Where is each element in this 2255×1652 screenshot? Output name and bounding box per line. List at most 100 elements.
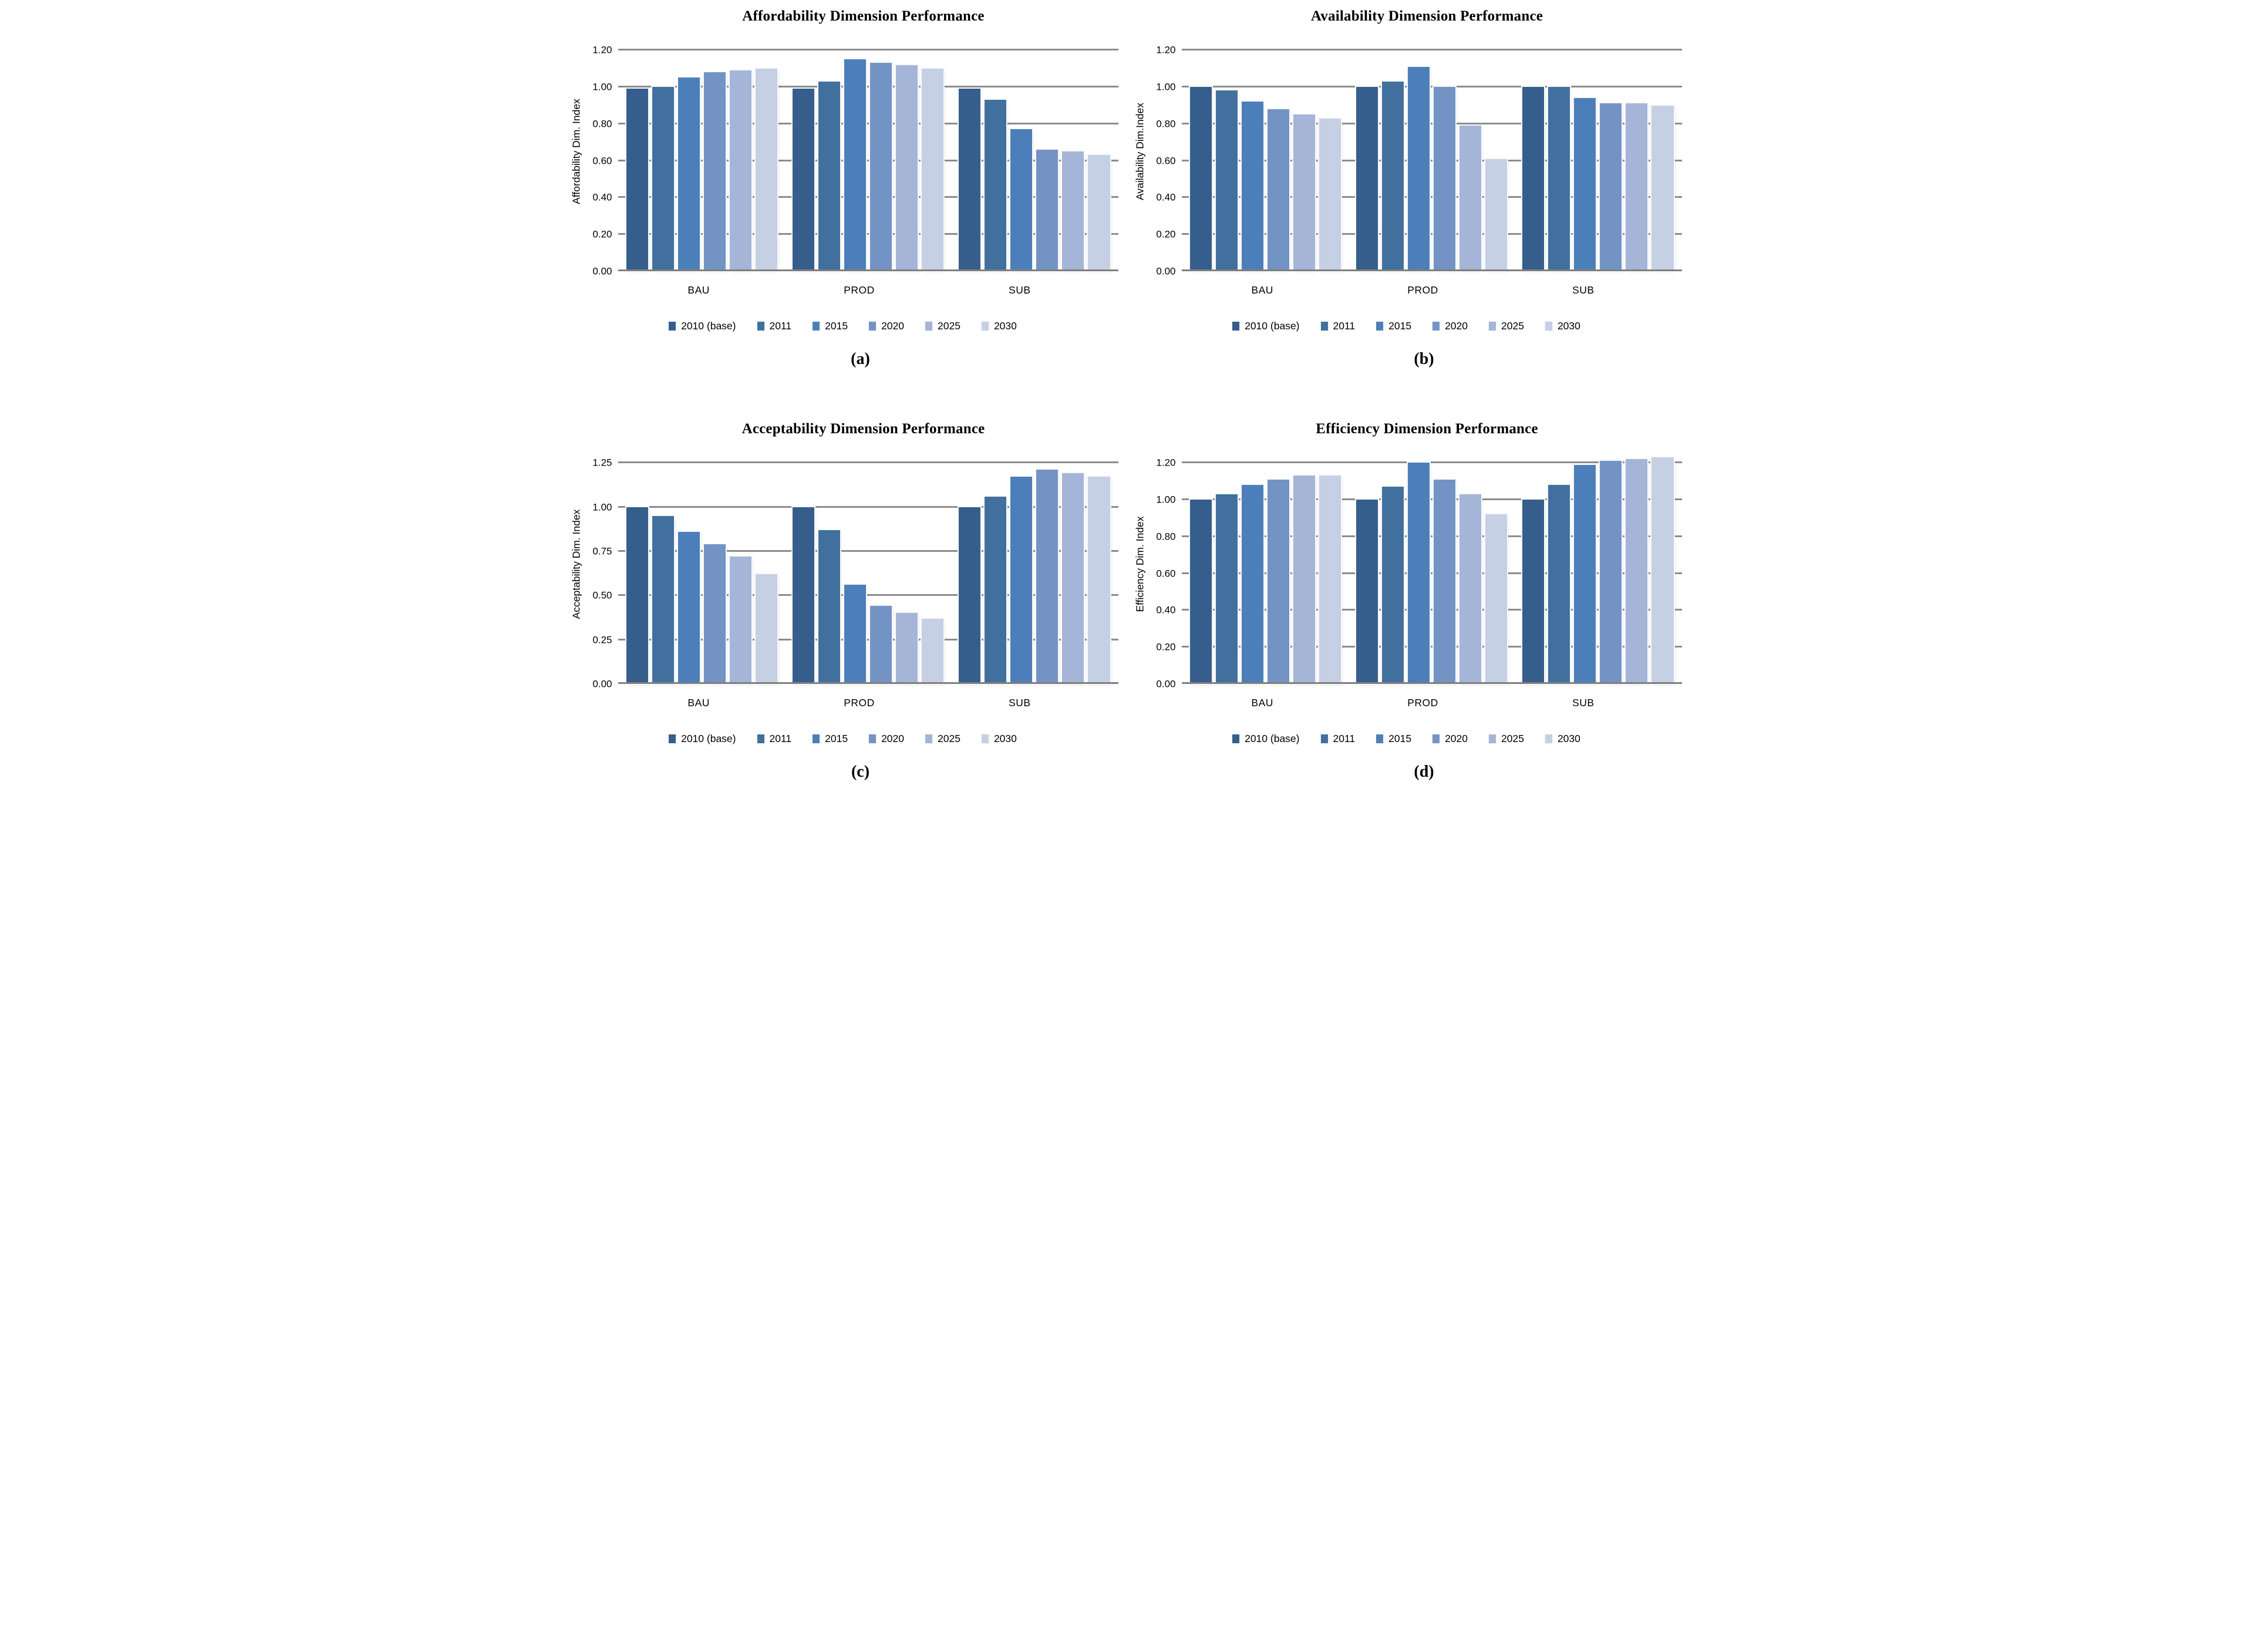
bar [652,87,674,271]
legend-label: 2030 [993,320,1017,332]
gridline [618,638,1118,640]
caption: (a) [851,350,870,368]
x-axis-label: BAU [687,284,710,296]
y-axis-label: Availability Dim.Index [1134,103,1145,200]
legend-swatch-icon [1232,734,1240,743]
gridline [618,86,1118,88]
bar [818,81,840,271]
bar-groups [618,444,1118,684]
legend-item: 2011 [1320,733,1356,745]
x-axis-label: PROD [844,697,875,709]
legend-swatch-icon [925,322,933,331]
bar [818,530,840,684]
gridline [618,505,1118,508]
y-tick-label: 1.25 [592,457,612,468]
legend-label: 2015 [825,320,848,332]
legend-item: 2025 [925,733,960,745]
figure-grid: Affordability Dimension Performance Affo… [564,0,1691,826]
x-axis-label: PROD [1407,284,1438,296]
chart-availability: Availability Dimension Performance Avail… [1128,0,1691,413]
gridline [618,461,1118,464]
legend-label: 2011 [1333,320,1356,332]
y-tick-label: 0.50 [592,589,612,601]
bar [1651,457,1674,684]
bar [1434,479,1456,684]
bar-group-sub [959,32,1110,271]
legend-label: 2025 [938,733,960,744]
y-tick-label: 0.60 [592,155,612,167]
bar [959,89,981,271]
bar-group-bau [626,444,777,684]
y-tick-label: 0.80 [1156,118,1176,130]
bar [922,68,944,271]
bar-groups [618,32,1118,271]
bar-group-bau [1189,444,1341,684]
legend: 2010 (base) 2011 2015 2020 2025 2030 [1131,320,1682,332]
chart-acceptability: Acceptability Dimension Performance Acce… [564,413,1128,826]
gridline [618,159,1118,161]
legend-label: 2010 (base) [1245,733,1300,744]
bar [1215,90,1238,271]
chart-title: Acceptability Dimension Performance [741,421,985,437]
y-tick-label: 1.00 [1156,494,1176,505]
bar [1267,479,1289,684]
bar [755,68,777,271]
caption: (b) [1414,350,1434,368]
legend-item: 2020 [869,733,904,745]
bar [1485,159,1508,271]
legend-item: 2030 [981,320,1017,332]
legend-label: 2015 [825,733,848,744]
bar [1522,87,1545,271]
legend-swatch-icon [981,734,989,743]
bar [844,59,867,271]
legend-label: 2015 [1388,320,1412,332]
bar [1319,118,1341,271]
bar [1356,500,1378,684]
y-axis-ticks: 1.20 1.00 0.80 0.60 0.40 0.20 0.00 [1149,32,1182,277]
bar [1267,109,1289,271]
gridline [1181,609,1682,611]
x-axis-label: BAU [1251,697,1273,709]
y-tick-label: 0.00 [592,678,612,690]
gridline [618,196,1118,198]
bar [1293,114,1315,271]
legend-item: 2030 [1545,320,1580,332]
y-tick-label: 0.20 [1156,641,1176,653]
bar [896,65,918,271]
bar [1574,98,1596,271]
legend-item: 2010 (base) [669,320,736,332]
bar [1088,477,1110,684]
legend-label: 2030 [1557,733,1580,744]
bar [1241,485,1263,684]
legend-swatch-icon [669,322,676,331]
y-tick-label: 1.00 [592,501,612,513]
gridline [618,233,1118,235]
legend-swatch-icon [1376,734,1384,743]
bar [1522,500,1545,684]
bar-group-sub [1522,444,1674,684]
bar [1189,500,1212,684]
x-axis-label: PROD [844,284,875,296]
legend-swatch-icon [1320,734,1328,743]
x-axis-label: BAU [1251,284,1273,296]
y-tick-label: 0.25 [592,634,612,646]
legend-item: 2025 [925,320,960,332]
legend-swatch-icon [981,322,989,331]
gridline [1181,49,1682,51]
legend-item: 2010 (base) [1232,733,1300,745]
caption: (c) [851,763,870,781]
y-axis-ticks: 1.25 1.00 0.75 0.50 0.25 0.00 [585,444,618,689]
bar [1459,126,1482,271]
x-axis-label: SUB [1009,284,1031,296]
x-axis-label: SUB [1572,284,1595,296]
gridline [1181,646,1682,648]
caption: (d) [1414,763,1434,781]
gridline [1181,196,1682,198]
y-tick-label: 0.20 [1156,228,1176,240]
bar [896,613,918,684]
legend-label: 2011 [1333,733,1356,744]
bar [703,72,726,271]
bar [1062,473,1084,684]
bar [1548,87,1570,271]
gridline [1181,461,1682,464]
